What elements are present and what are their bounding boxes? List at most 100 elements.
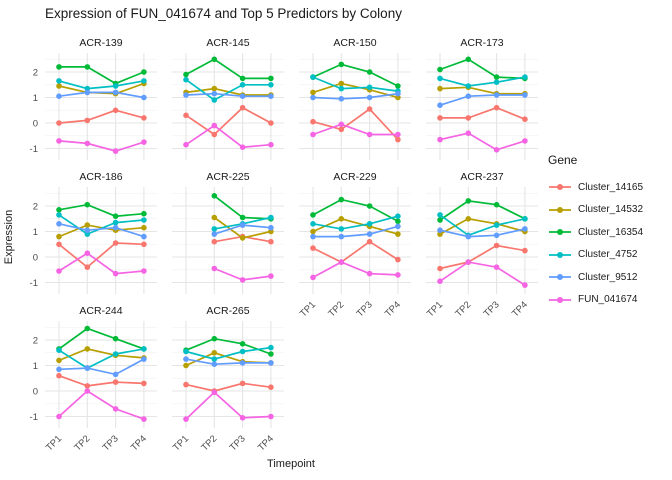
ACR-139-point-Cluster_14165-TP1 <box>56 120 62 126</box>
ACR-229-point-FUN_041674-TP3 <box>366 270 373 277</box>
ACR-145-point-Cluster_9512-TP1 <box>183 92 189 98</box>
ACR-145-point-Cluster_14165-TP2 <box>211 131 218 138</box>
y-tick-label: 0 <box>33 119 38 130</box>
ACR-186-point-Cluster_16354-TP1 <box>56 207 62 213</box>
ACR-150-point-Cluster_9512-TP3 <box>366 94 373 101</box>
ACR-173-point-Cluster_16354-TP3 <box>493 74 500 80</box>
ACR-145-point-Cluster_14532-TP2 <box>211 85 218 92</box>
ACR-150-point-Cluster_9512-TP2 <box>338 96 345 102</box>
facet-ACR-244: ACR-244 2 1 0 -1 TP1 TP2 TP3 TP4 <box>30 305 157 453</box>
ACR-229-point-Cluster_16354-TP2 <box>338 196 345 203</box>
ACR-139-line-Cluster_14165 <box>58 109 145 124</box>
ACR-139-point-FUN_041674-TP4 <box>141 139 147 145</box>
ACR-237-point-Cluster_16354-TP2 <box>465 198 472 204</box>
ACR-173-point-Cluster_4752-TP2 <box>465 83 472 89</box>
ACR-265-line-Cluster_14165 <box>185 382 272 392</box>
ACR-150-point-FUN_041674-TP4 <box>395 131 401 138</box>
ACR-244-line-Cluster_14165 <box>58 374 145 387</box>
ACR-237-point-FUN_041674-TP2 <box>465 259 472 265</box>
facet-title: ACR-225 <box>206 171 249 183</box>
ACR-225-point-Cluster_9512-TP3 <box>239 222 246 228</box>
y-tick-label: -1 <box>30 278 38 289</box>
x-tick-label: TP1 <box>298 299 318 319</box>
ACR-229-point-Cluster_14532-TP1 <box>310 228 316 235</box>
ACR-186-point-Cluster_9512-TP1 <box>56 221 62 227</box>
ACR-265-line-Cluster_9512 <box>185 358 272 366</box>
ACR-237-point-Cluster_14165-TP1 <box>437 265 443 272</box>
ACR-145-point-Cluster_16354-TP1 <box>183 71 189 78</box>
ACR-229-point-Cluster_14165-TP3 <box>366 238 373 245</box>
ACR-244-line-Cluster_16354 <box>58 327 145 350</box>
ACR-145-point-Cluster_14165-TP4 <box>268 120 274 126</box>
ACR-145-point-Cluster_16354-TP4 <box>268 75 274 82</box>
ACR-173-point-FUN_041674-TP1 <box>437 136 443 143</box>
ACR-237-point-Cluster_14165-TP3 <box>493 242 500 249</box>
facet-title: ACR-265 <box>206 305 249 317</box>
y-tick-label: 2 <box>33 68 38 79</box>
ACR-237-point-Cluster_16354-TP3 <box>493 201 500 208</box>
ACR-225-point-FUN_041674-TP3 <box>239 277 246 283</box>
ACR-186-point-FUN_041674-TP2 <box>84 250 91 256</box>
ACR-139-point-Cluster_4752-TP3 <box>112 83 119 89</box>
ACR-150-point-Cluster_14165-TP1 <box>310 118 316 125</box>
ACR-139-point-FUN_041674-TP1 <box>56 138 62 144</box>
ACR-244-line-Cluster_14532 <box>58 348 145 362</box>
ACR-145-line-Cluster_9512 <box>185 92 272 98</box>
ACR-229-point-Cluster_14165-TP1 <box>310 245 316 251</box>
ACR-150-point-Cluster_14165-TP3 <box>366 106 373 112</box>
x-tick-label: TP2 <box>453 299 473 319</box>
ACR-186-point-Cluster_14165-TP2 <box>84 264 91 271</box>
ACR-139-point-Cluster_9512-TP4 <box>141 94 147 101</box>
ACR-150-line-Cluster_14165 <box>312 107 399 141</box>
ACR-186-point-Cluster_14532-TP1 <box>56 233 62 240</box>
ACR-150-point-Cluster_16354-TP3 <box>366 69 373 75</box>
x-tick-label: TP1 <box>171 433 191 453</box>
ACR-244-point-Cluster_9512-TP1 <box>56 366 62 373</box>
ACR-265-point-FUN_041674-TP4 <box>268 413 274 420</box>
ACR-173-point-FUN_041674-TP3 <box>493 147 500 153</box>
ACR-237-point-Cluster_4752-TP1 <box>437 212 443 218</box>
ACR-173-point-Cluster_14165-TP2 <box>465 115 472 121</box>
ACR-225-point-Cluster_14165-TP4 <box>268 238 274 245</box>
ACR-237-point-Cluster_4752-TP3 <box>493 222 500 228</box>
ACR-145-point-Cluster_4752-TP1 <box>183 76 189 83</box>
ACR-145-point-Cluster_14165-TP3 <box>239 104 246 111</box>
legend-key-icon <box>549 229 571 235</box>
legend-key-icon <box>549 251 571 258</box>
ACR-150-line-Cluster_16354 <box>312 63 399 87</box>
ACR-145-point-FUN_041674-TP1 <box>183 141 189 148</box>
x-tick-label: TP2 <box>326 299 346 319</box>
ACR-225-point-Cluster_16354-TP2 <box>211 193 218 199</box>
ACR-244-point-Cluster_9512-TP4 <box>141 356 147 362</box>
ACR-244-point-Cluster_14165-TP2 <box>84 383 91 389</box>
facet-ACR-229: ACR-229 TP1 TP2 TP3 TP4 <box>298 171 411 319</box>
x-axis-title: Timepoint <box>267 458 315 470</box>
ACR-265-line-Cluster_16354 <box>185 337 272 355</box>
ACR-186-point-Cluster_16354-TP4 <box>141 210 147 217</box>
facet-ACR-145: ACR-145 <box>172 37 284 160</box>
ACR-173-point-Cluster_9512-TP4 <box>522 92 528 98</box>
legend-item-label: Cluster_4752 <box>578 249 638 260</box>
ACR-186-line-FUN_041674 <box>58 252 145 275</box>
ACR-229-point-FUN_041674-TP1 <box>310 274 316 281</box>
ACR-265-point-Cluster_9512-TP4 <box>268 360 274 366</box>
ACR-145-line-Cluster_4752 <box>185 78 272 101</box>
ACR-173-point-Cluster_14165-TP1 <box>437 115 443 121</box>
ACR-186-point-Cluster_16354-TP2 <box>84 201 91 208</box>
ACR-265-point-Cluster_9512-TP2 <box>211 361 218 368</box>
ACR-173-point-Cluster_16354-TP1 <box>437 66 443 73</box>
ACR-173-point-FUN_041674-TP2 <box>465 130 472 136</box>
ACR-139-point-Cluster_14532-TP1 <box>56 83 62 89</box>
y-tick-label: -1 <box>30 144 38 155</box>
ACR-229-point-Cluster_9512-TP2 <box>338 233 345 240</box>
ACR-173-line-Cluster_14165 <box>439 106 526 121</box>
ACR-139-line-Cluster_16354 <box>58 66 145 85</box>
ACR-139-point-Cluster_14165-TP3 <box>112 107 119 114</box>
ACR-186-line-Cluster_9512 <box>58 222 145 238</box>
ACR-139-point-Cluster_4752-TP1 <box>56 78 62 84</box>
ACR-186-point-Cluster_14165-TP3 <box>112 240 119 246</box>
legend-item-Cluster_4752: Cluster_4752 <box>548 249 643 261</box>
ACR-150-point-Cluster_4752-TP1 <box>310 74 316 80</box>
ACR-150-point-Cluster_16354-TP2 <box>338 61 345 68</box>
ACR-265-point-FUN_041674-TP3 <box>239 415 246 421</box>
